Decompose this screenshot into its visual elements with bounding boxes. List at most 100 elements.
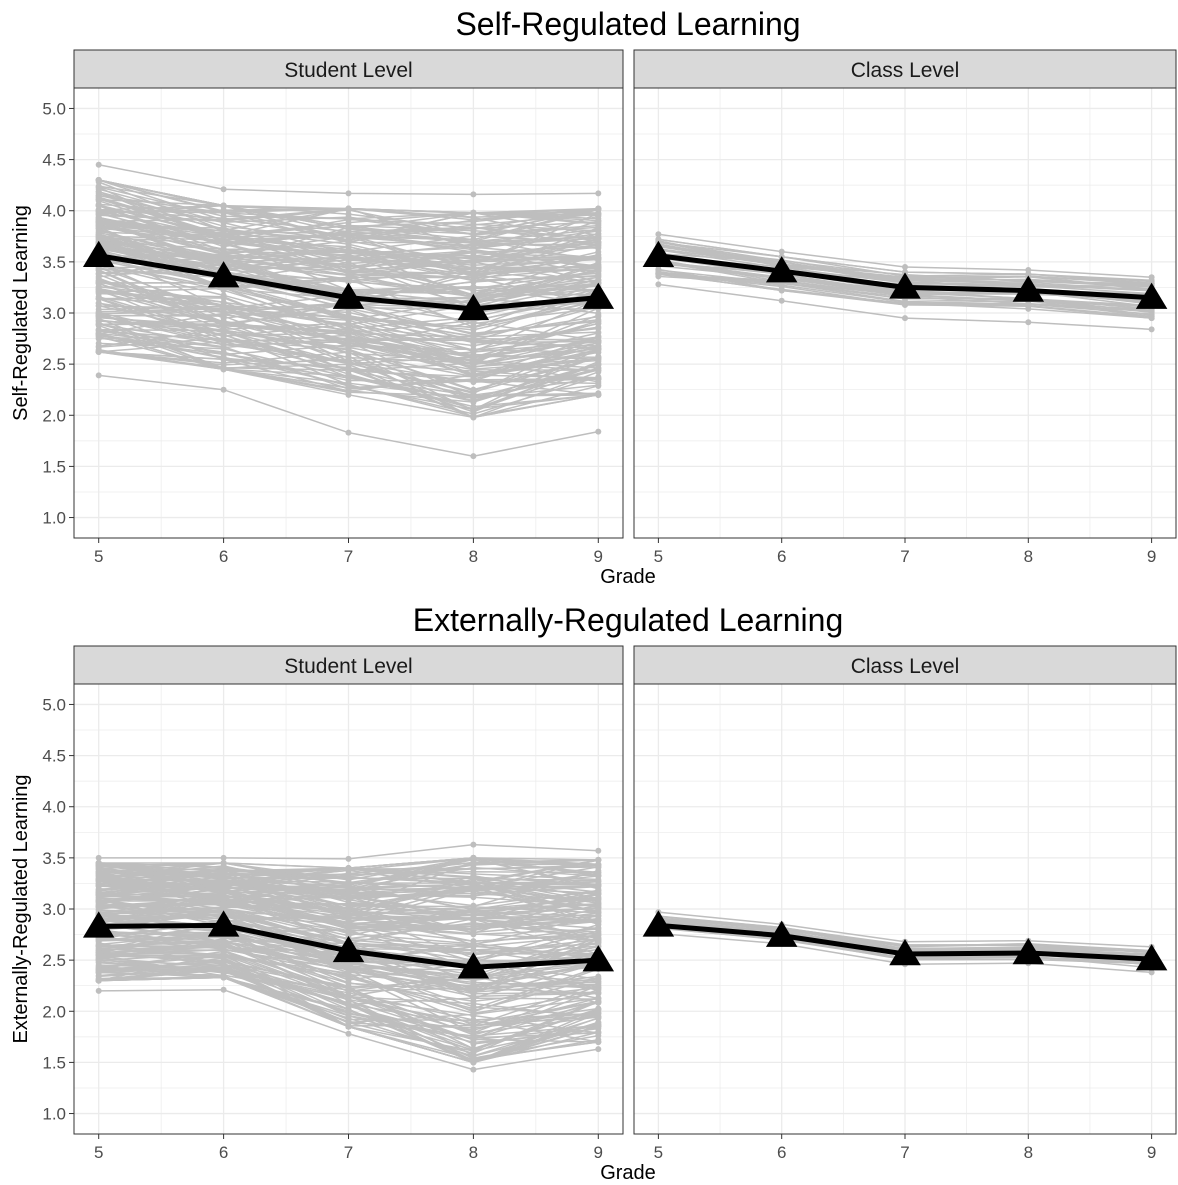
trajectory-point xyxy=(220,356,227,363)
trajectory-point xyxy=(345,373,352,380)
x-axis-label: Grade xyxy=(600,1162,656,1184)
x-tick-label: 9 xyxy=(1147,1143,1156,1162)
y-tick-label: 1.5 xyxy=(42,457,66,476)
trajectory-point xyxy=(95,303,102,310)
trajectory-point xyxy=(220,957,227,964)
x-tick-label: 7 xyxy=(900,547,909,566)
trajectory-point xyxy=(95,872,102,879)
trajectory-point xyxy=(220,351,227,358)
mean-point-triangle xyxy=(765,256,798,283)
trajectory-point xyxy=(595,368,602,375)
trajectory-point xyxy=(595,932,602,939)
x-tick-label: 9 xyxy=(594,1143,603,1162)
y-tick-label: 4.5 xyxy=(42,151,66,170)
trajectory-point xyxy=(95,942,102,949)
trajectory-point xyxy=(470,453,477,460)
trajectory-point xyxy=(595,890,602,897)
y-tick-label: 2.5 xyxy=(42,951,66,970)
trajectory-point xyxy=(220,986,227,993)
trajectory-point xyxy=(778,286,785,293)
trajectory-point xyxy=(595,428,602,435)
trajectory-point xyxy=(595,856,602,863)
trajectory-point xyxy=(95,876,102,883)
trajectory-point xyxy=(470,990,477,997)
x-tick-label: 6 xyxy=(219,547,228,566)
trajectory-point xyxy=(95,958,102,965)
trajectory-point xyxy=(95,897,102,904)
trajectory-point xyxy=(345,983,352,990)
trajectory-point xyxy=(902,315,908,322)
trajectory-point xyxy=(1148,969,1155,976)
x-tick-label: 6 xyxy=(219,1143,228,1162)
x-tick-label: 8 xyxy=(469,1143,478,1162)
trajectory-point xyxy=(220,223,227,230)
trajectory-point xyxy=(778,297,785,304)
trajectory-point xyxy=(1148,308,1155,315)
facet-strip xyxy=(633,645,1177,685)
trajectory-point xyxy=(595,999,602,1006)
trajectory-point xyxy=(95,227,102,234)
trajectory-point xyxy=(345,337,352,344)
trajectory-point xyxy=(470,363,477,370)
y-tick-label: 2.5 xyxy=(42,355,66,374)
trajectory-point xyxy=(345,364,352,371)
mean-point-triangle xyxy=(207,261,240,288)
trajectory-point xyxy=(595,863,602,870)
trajectory-point xyxy=(345,988,352,995)
trajectory-point xyxy=(95,333,102,340)
trajectory-point xyxy=(220,868,227,875)
trajectory-point xyxy=(220,893,227,900)
trajectory-point xyxy=(95,270,102,277)
trajectory-point xyxy=(220,229,227,236)
trajectory-point xyxy=(470,1005,477,1012)
trajectory-point xyxy=(595,391,602,398)
mean-point-triangle xyxy=(765,920,798,947)
trajectory-point xyxy=(595,912,602,919)
trajectory-point xyxy=(470,245,477,252)
trajectory-point xyxy=(470,259,477,266)
x-tick-label: 8 xyxy=(1024,547,1033,566)
trajectory-point xyxy=(595,1046,602,1053)
mean-point-triangle xyxy=(332,935,365,963)
trajectory-point xyxy=(470,320,477,327)
trajectory-point xyxy=(595,847,602,854)
mean-trajectory xyxy=(82,240,615,321)
trajectory-point xyxy=(470,335,477,342)
trajectory-point xyxy=(1148,274,1155,281)
trajectory-point xyxy=(470,884,477,891)
trajectory-point xyxy=(95,901,102,908)
x-tick-label: 6 xyxy=(777,1143,786,1162)
trajectory-point xyxy=(470,226,477,233)
trajectory-point xyxy=(220,209,227,216)
trajectory-point xyxy=(95,340,102,347)
trajectory-point xyxy=(95,202,102,209)
y-tick-label: 3.0 xyxy=(42,900,66,919)
y-tick-label: 3.5 xyxy=(42,253,66,272)
trajectory-point xyxy=(95,161,102,168)
trajectory-point xyxy=(470,861,477,868)
trajectory-point xyxy=(220,321,227,328)
y-tick-label: 4.0 xyxy=(42,202,66,221)
trajectory-point xyxy=(220,302,227,309)
trajectory-point xyxy=(95,235,102,242)
trajectory-point xyxy=(220,186,227,193)
trajectory-point xyxy=(95,977,102,984)
mean-point-triangle xyxy=(642,910,675,937)
trajectory-point xyxy=(1025,267,1032,274)
trajectory-point xyxy=(220,972,227,979)
mean-point-triangle xyxy=(889,272,921,299)
trajectory-point xyxy=(470,216,477,223)
trajectory-point xyxy=(595,990,602,997)
trajectory-point xyxy=(220,331,227,338)
chart-title: Externally-Regulated Learning xyxy=(413,602,843,638)
trajectory-point xyxy=(470,398,477,405)
trajectory-point xyxy=(470,1045,477,1052)
trajectory-point xyxy=(95,279,102,286)
mean-point-triangle xyxy=(889,939,921,966)
trajectory-point xyxy=(95,854,102,861)
trajectory-point xyxy=(470,351,477,358)
trajectory-point xyxy=(345,1030,352,1037)
mean-trajectory xyxy=(642,240,1168,309)
mean-point-triangle xyxy=(642,240,675,267)
trajectory-point xyxy=(345,385,352,392)
